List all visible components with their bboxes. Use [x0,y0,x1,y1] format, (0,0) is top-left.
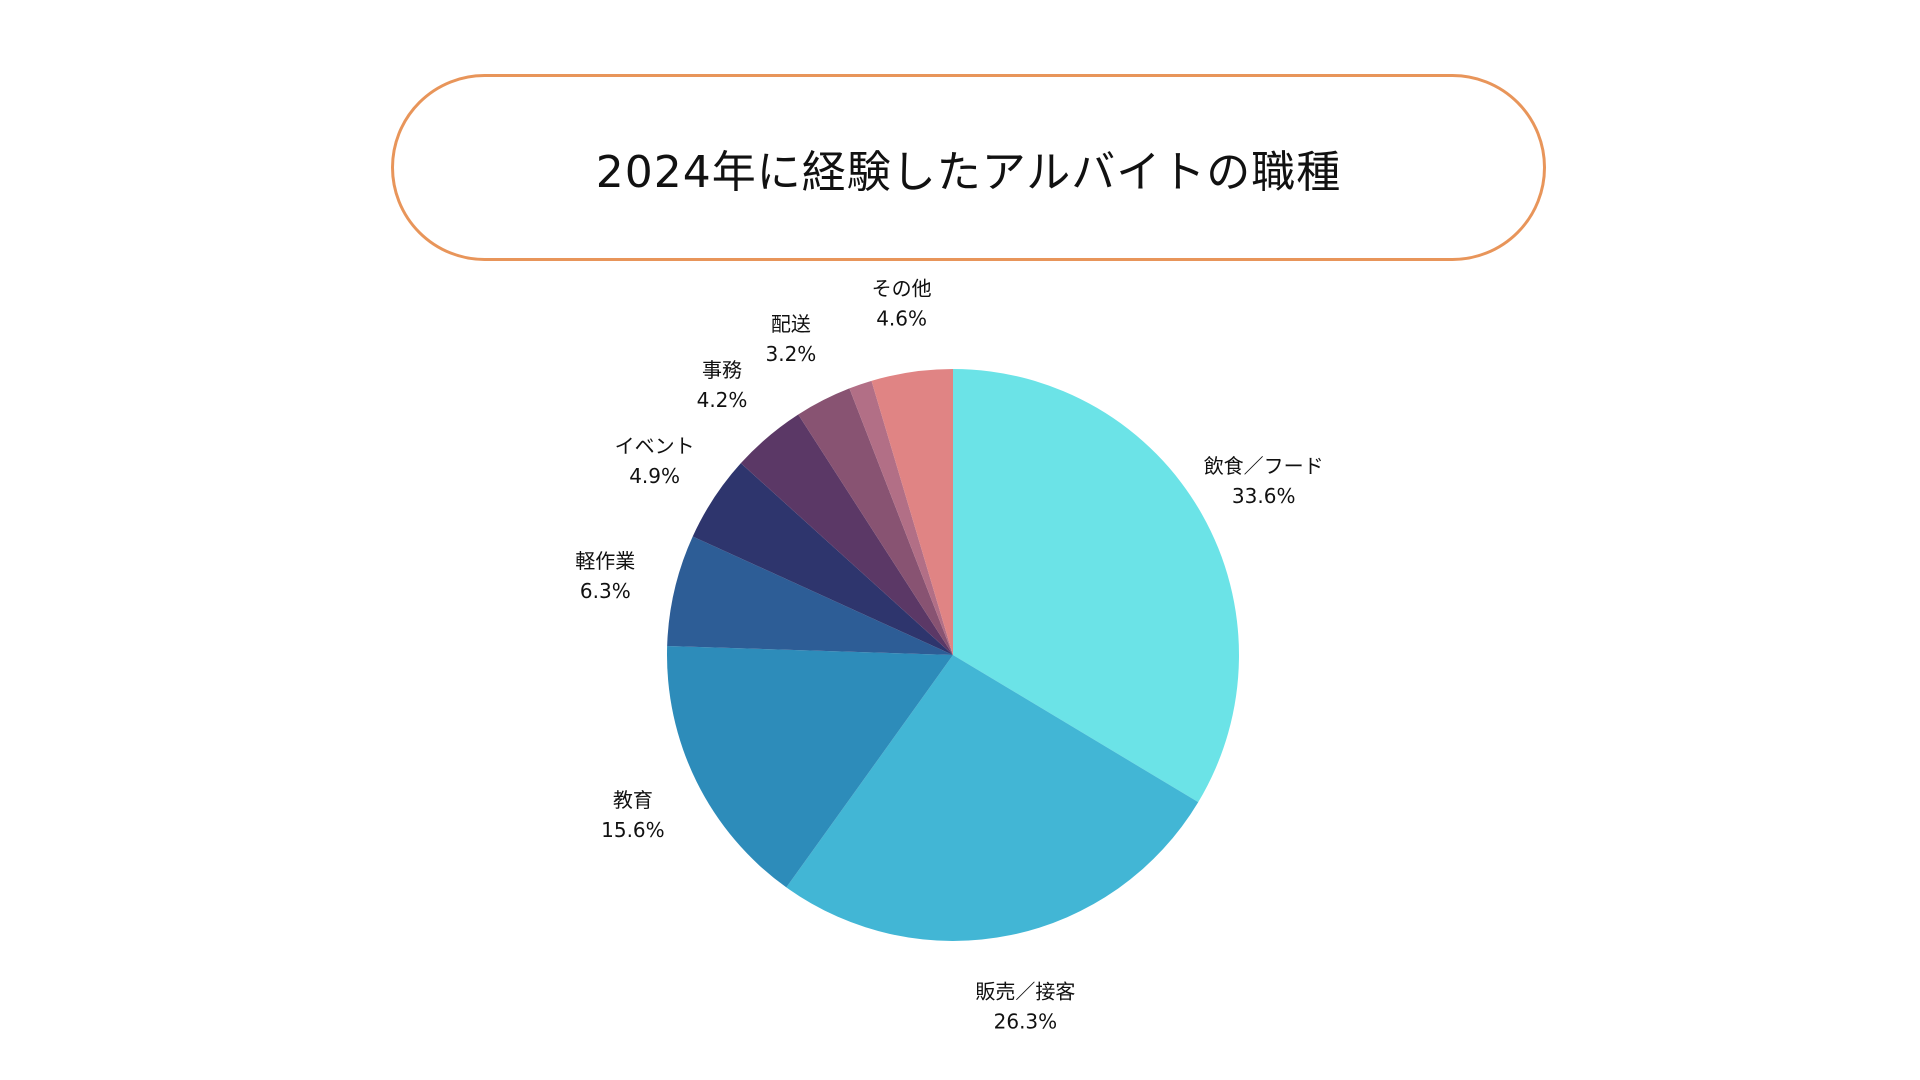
pie-slice [666,646,953,888]
slice-value-label: 4.6% [876,307,927,331]
pie-slice [871,369,953,655]
slice-label: 事務 [702,358,742,382]
pie-slice [740,414,953,655]
slice-label: その他 [872,277,932,301]
slice-label: 配送 [771,312,811,336]
slice-value-label: 26.3% [994,1010,1058,1034]
slice-label: イベント [615,434,695,458]
pie-slice [692,463,953,655]
pie-slice [786,655,1199,941]
slice-value-label: 6.3% [580,579,631,603]
slice-value-label: 3.2% [765,342,816,366]
slice-value-label: 33.6% [1232,484,1296,508]
chart-title: 2024年に経験したアルバイトの職種 [595,146,1342,198]
slice-value-label: 4.2% [697,388,748,412]
slice-label: 販売／接客 [975,980,1075,1004]
pie-slice [798,388,953,655]
slice-value-label: 4.9% [629,464,680,488]
slice-label: 飲食／フード [1204,454,1324,478]
pie-labels: 飲食／フード33.6%販売／接客26.3%教育15.6%軽作業6.3%イベント4… [575,277,1323,1034]
pie-slice [953,369,1239,803]
slice-label: 教育 [613,788,653,812]
pie-slice [667,536,953,655]
pie-slices [666,369,1239,941]
pie-slice [849,380,953,655]
chart-title-container: 2024年に経験したアルバイトの職種 [391,74,1546,261]
slice-label: 軽作業 [575,549,635,573]
slice-value-label: 15.6% [601,818,665,842]
